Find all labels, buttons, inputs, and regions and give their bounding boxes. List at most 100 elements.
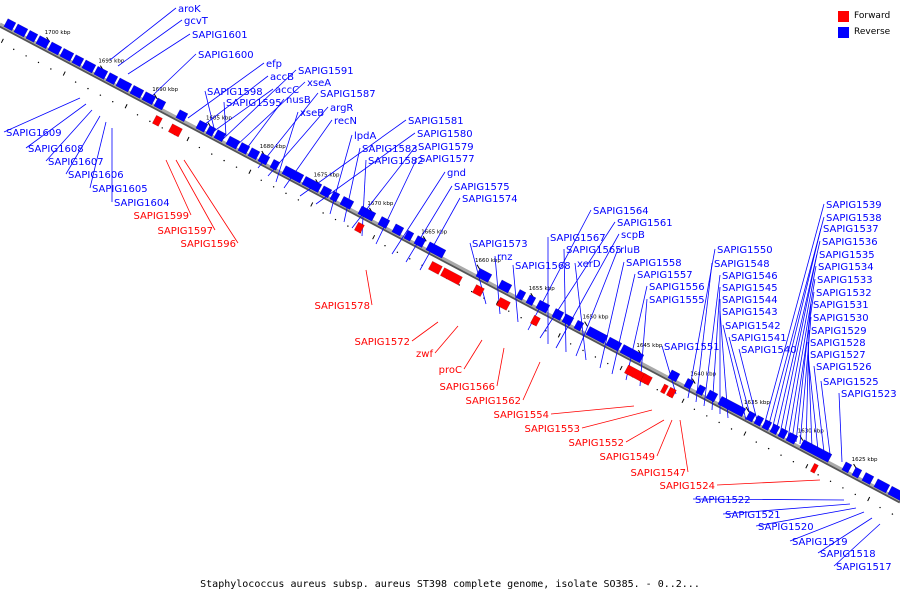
reverse-gene: [497, 279, 513, 294]
minor-tick: [211, 153, 213, 155]
leader-line: [833, 523, 881, 567]
leader-line: [639, 298, 648, 387]
gene-body: [175, 109, 189, 123]
reverse-gene-label: SAPIG1550: [717, 245, 773, 256]
minor-tick: [829, 480, 832, 483]
gene-body: [319, 185, 333, 199]
reverse-gene: [799, 439, 833, 463]
minor-tick: [508, 310, 510, 312]
reverse-gene: [205, 125, 217, 137]
gene-body: [705, 389, 719, 403]
reverse-gene-label: SAPIG1541: [731, 333, 787, 344]
reverse-gene: [3, 18, 17, 32]
reverse-gene: [329, 190, 341, 203]
reverse-gene-label: SAPIG1577: [419, 154, 475, 165]
gene-body: [535, 299, 551, 314]
gene-body: [195, 119, 209, 133]
minor-tick: [285, 192, 287, 195]
legend: Forward Reverse: [838, 8, 900, 40]
scale-label: 1650 kbp: [583, 315, 609, 321]
gene-body: [472, 284, 485, 297]
leader-line: [555, 233, 620, 349]
leader-line: [703, 274, 721, 407]
gene-body: [428, 260, 443, 275]
major-tick: [124, 104, 128, 109]
minor-tick: [74, 81, 77, 83]
gene-body: [873, 478, 891, 494]
minor-tick: [396, 251, 399, 253]
forward-gene-label: SAPIG1572: [354, 337, 410, 348]
major-tick: [248, 169, 252, 174]
gene-body: [205, 125, 217, 137]
gene-body: [152, 114, 163, 127]
reverse-gene: [339, 196, 355, 210]
leader-line: [223, 101, 227, 137]
genome-caption: Staphylococcus aureus subsp. aureus ST39…: [200, 579, 700, 590]
gene-body: [339, 196, 355, 210]
leader-line: [563, 248, 567, 353]
reverse-gene-label: SAPIG1548: [714, 259, 770, 270]
minor-tick: [223, 159, 225, 162]
gene-body: [13, 23, 29, 38]
gene-body: [257, 152, 271, 166]
leader-line: [656, 419, 673, 457]
reverse-gene-label: SAPIG1564: [593, 206, 649, 217]
leader-line: [527, 209, 592, 331]
forward-gene-label: SAPIG1562: [465, 396, 521, 407]
minor-tick: [198, 146, 201, 149]
leader-line: [365, 269, 373, 306]
reverse-gene-label: SAPIG1542: [725, 321, 781, 332]
leader-line: [728, 336, 753, 423]
leader-line: [771, 227, 822, 431]
leader-line: [817, 517, 873, 554]
minor-tick: [260, 179, 262, 181]
gene-body: [785, 431, 799, 445]
leader-line: [722, 503, 851, 515]
reverse-gene: [605, 336, 623, 352]
reverse-gene: [81, 59, 97, 74]
leader-line: [65, 115, 101, 175]
minor-tick: [730, 428, 733, 430]
gene-body: [425, 241, 447, 259]
minor-tick: [718, 421, 720, 424]
gene-body: [810, 462, 819, 474]
reverse-gene-label: SAPIG1567: [550, 233, 606, 244]
leader-line: [574, 262, 587, 361]
legend-forward: Forward: [838, 8, 900, 24]
reverse-gene: [301, 175, 323, 193]
gene-body: [515, 289, 527, 301]
gene-body: [141, 91, 157, 106]
major-tick: [619, 365, 623, 371]
reverse-gene-label: SAPIG1528: [810, 338, 866, 349]
reverse-gene-label: SAPIG1579: [418, 142, 474, 153]
reverse-gene: [391, 223, 405, 237]
minor-tick: [470, 290, 473, 293]
reverse-gene-label: SAPIG1604: [114, 198, 170, 209]
minor-tick: [854, 493, 856, 496]
gene-body: [861, 472, 875, 485]
leader-line: [89, 121, 107, 189]
minor-tick: [817, 474, 819, 476]
leader-line: [243, 98, 285, 153]
leader-line: [692, 498, 845, 501]
gene-body: [551, 308, 565, 321]
reverse-gene: [717, 395, 747, 418]
gene-body: [237, 142, 251, 155]
minor-tick: [13, 48, 15, 51]
minor-tick: [767, 447, 770, 450]
leader-line: [783, 265, 817, 437]
leader-line: [375, 157, 418, 245]
reverse-gene-label: recN: [334, 116, 357, 127]
scale-label: 1625 kbp: [852, 457, 878, 463]
forward-gene-label: SAPIG1599: [133, 211, 189, 222]
reverse-gene: [115, 77, 133, 93]
scale-label: 1665 kbp: [421, 229, 447, 235]
leader-line: [391, 171, 446, 255]
minor-tick: [607, 362, 609, 365]
leader-line: [343, 147, 361, 223]
scale-label: 1645 kbp: [636, 343, 662, 349]
leader-line: [611, 273, 636, 375]
reverse-gene: [25, 29, 39, 43]
scale-label: 1655 kbp: [529, 286, 555, 292]
reverse-gene: [175, 109, 189, 123]
